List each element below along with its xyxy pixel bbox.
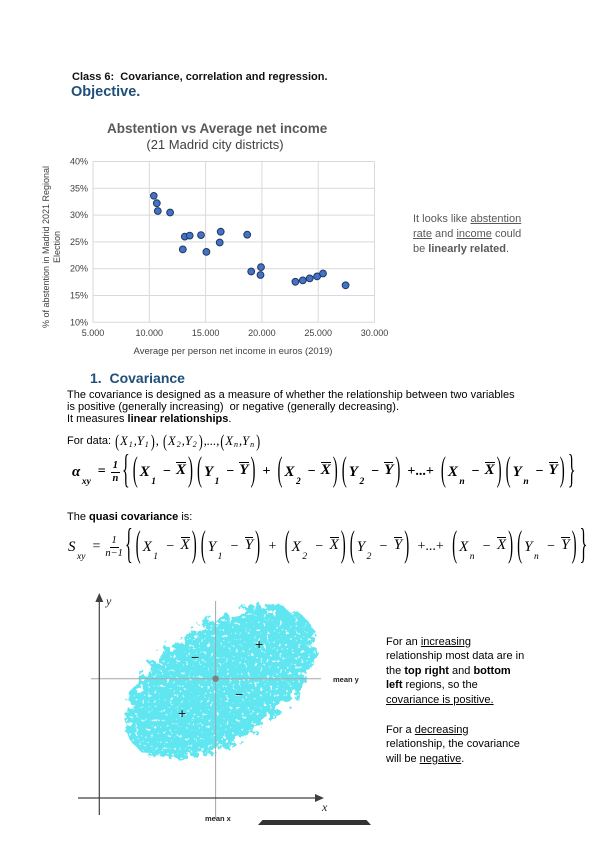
svg-text:10%: 10% <box>70 317 88 327</box>
svg-text:+: + <box>178 705 186 721</box>
svg-text:10.000: 10.000 <box>136 328 164 338</box>
svg-text:15.000: 15.000 <box>192 328 220 338</box>
svg-text:25.000: 25.000 <box>304 328 332 338</box>
svg-text:mean x: mean x <box>205 814 232 823</box>
svg-text:40%: 40% <box>70 157 88 167</box>
svg-text:−: − <box>191 649 199 665</box>
svg-text:30.000: 30.000 <box>361 328 389 338</box>
svg-text:+: + <box>255 636 263 652</box>
svg-text:% of abstention in Madrid 2021: % of abstention in Madrid 2021 RegionalE… <box>41 166 62 328</box>
svg-text:y: y <box>105 594 112 608</box>
svg-text:25%: 25% <box>70 237 88 247</box>
svg-text:35%: 35% <box>70 183 88 193</box>
svg-text:mean y: mean y <box>333 675 360 684</box>
svg-text:5.000: 5.000 <box>82 328 105 338</box>
svg-text:20%: 20% <box>70 264 88 274</box>
svg-text:−: − <box>235 686 243 702</box>
svg-text:Average per person net income: Average per person net income in euros (… <box>134 346 333 357</box>
svg-text:15%: 15% <box>70 291 88 301</box>
svg-text:x: x <box>321 800 328 814</box>
svg-text:20.000: 20.000 <box>248 328 276 338</box>
svg-text:30%: 30% <box>70 210 88 220</box>
